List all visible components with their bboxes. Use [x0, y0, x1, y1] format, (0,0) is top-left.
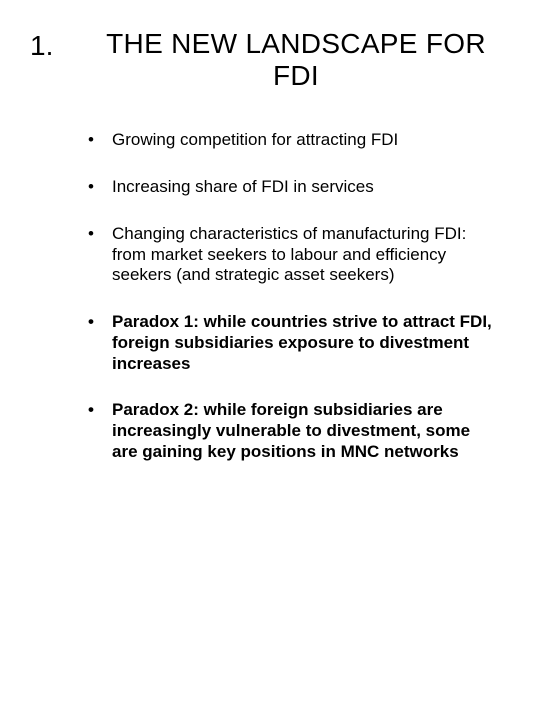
slide-header: 1. THE NEW LANDSCAPE FOR FDI: [30, 28, 510, 92]
list-item: Paradox 2: while foreign subsidiaries ar…: [112, 400, 495, 462]
list-item: Changing characteristics of manufacturin…: [112, 224, 495, 286]
list-item: Growing competition for attracting FDI: [112, 130, 495, 151]
slide-number: 1.: [30, 28, 82, 62]
bullet-list: Growing competition for attracting FDI I…: [30, 130, 510, 462]
list-item: Increasing share of FDI in services: [112, 177, 495, 198]
list-item: Paradox 1: while countries strive to att…: [112, 312, 495, 374]
slide-title: THE NEW LANDSCAPE FOR FDI: [82, 28, 510, 92]
